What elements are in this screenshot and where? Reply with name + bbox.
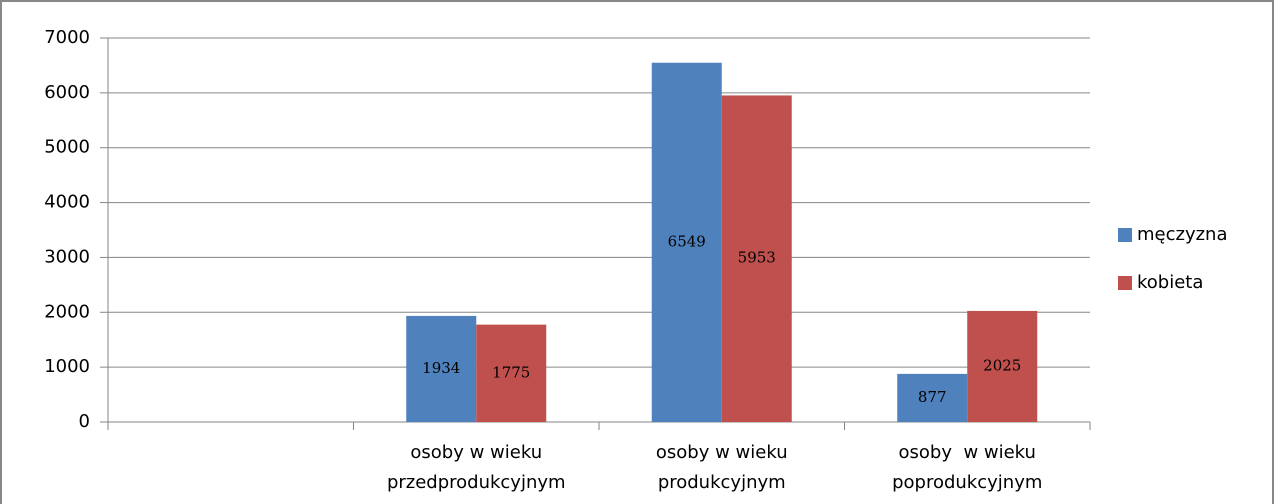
legend-label: męczyzna: [1137, 224, 1228, 245]
bar: [406, 315, 477, 422]
bar: [897, 373, 968, 422]
value-label: 1775: [492, 363, 530, 381]
bar: [476, 324, 547, 422]
value-label: 877: [918, 388, 947, 406]
bar: [721, 95, 792, 422]
y-tick-label: 5000: [44, 137, 90, 158]
y-tick-label: 6000: [44, 82, 90, 103]
value-label: 6549: [668, 232, 706, 250]
legend-swatch: [1118, 228, 1132, 242]
value-label: 1934: [422, 359, 460, 377]
y-tick-label: 2000: [44, 301, 90, 322]
y-tick-label: 3000: [44, 246, 90, 267]
bar: [651, 62, 722, 422]
bar: [967, 310, 1038, 422]
y-tick-label: 0: [79, 411, 90, 432]
x-tick-label: osoby w wieku poprodukcyjnym: [892, 442, 1043, 493]
x-tick-label: osoby w wieku produkcyjnym: [655, 442, 794, 493]
value-label: 2025: [983, 356, 1021, 374]
y-tick-label: 1000: [44, 356, 90, 377]
y-tick-label: 7000: [44, 27, 90, 48]
y-tick-label: 4000: [44, 192, 90, 213]
value-label: 5953: [738, 249, 776, 267]
x-tick-label: osoby w wieku przedprodukcyjnym: [386, 442, 566, 493]
legend-label: kobieta: [1137, 272, 1203, 293]
legend-swatch: [1118, 276, 1132, 290]
